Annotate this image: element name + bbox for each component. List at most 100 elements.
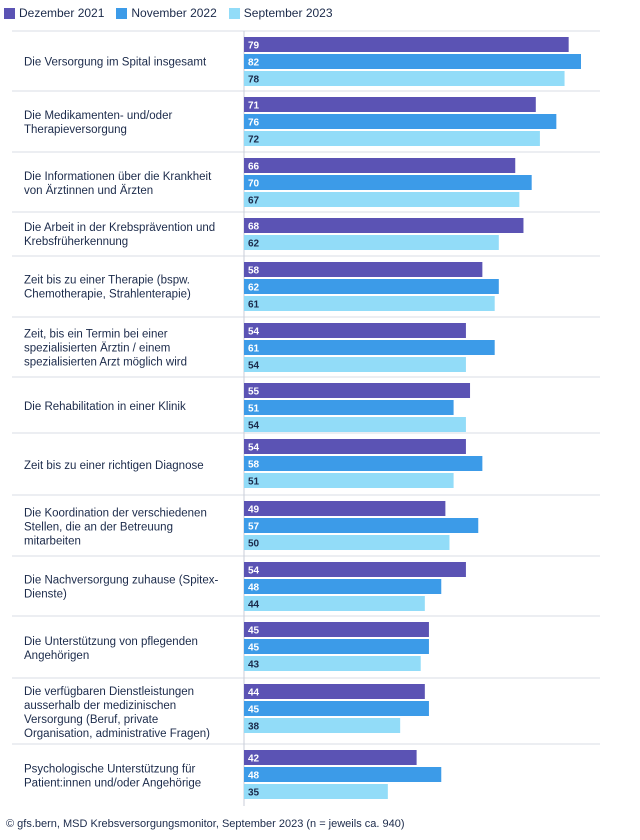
category-label-line: Therapieversorgung	[24, 124, 127, 136]
bar	[244, 357, 466, 372]
bar-value-label: 67	[248, 196, 260, 207]
bar-value-label: 35	[248, 788, 260, 799]
bar-value-label: 62	[248, 283, 260, 294]
category-label: Die Medikamenten- und/oder Therapieversor…	[24, 110, 172, 136]
category-label-line: Die Koordination der verschiedenen	[24, 508, 207, 520]
legend: Dezember 2021 November 2022 September 20…	[4, 6, 333, 20]
bar	[244, 535, 450, 550]
bar	[244, 262, 483, 277]
bar	[244, 518, 479, 533]
bar	[244, 37, 569, 52]
bar	[244, 131, 540, 146]
bar	[244, 784, 388, 799]
category-label: Zeit bis zu einer Therapie (bspw. Chemoth…	[24, 275, 191, 301]
category-label-line: Dienste)	[24, 589, 67, 601]
category-label-line: Die Versorgung im Spital insgesamt	[24, 57, 207, 69]
bar	[244, 639, 429, 654]
category-label-line: Patient:innen und/oder Angehörige	[24, 778, 201, 790]
bar-value-label: 58	[248, 460, 260, 471]
bar-value-label: 54	[248, 566, 260, 577]
bar	[244, 473, 454, 488]
category-label-line: Die Unterstützung von pflegenden	[24, 636, 198, 648]
legend-label: September 2023	[243, 6, 333, 20]
bar-value-label: 38	[248, 722, 260, 733]
category-label-line: Zeit bis zu einer Therapie (bspw.	[24, 275, 190, 287]
category-label-line: spezialisierten Ärztin / einem	[24, 343, 170, 355]
bar-value-label: 44	[248, 600, 260, 611]
bar-value-label: 54	[248, 421, 260, 432]
category-label-line: spezialisierten Arzt möglich wird	[24, 357, 187, 369]
bar	[244, 279, 499, 294]
legend-item-september-2023: September 2023	[228, 6, 333, 20]
bar-value-label: 79	[248, 41, 260, 52]
bar	[244, 323, 466, 338]
category-label-line: Die Rehabilitation in einer Klinik	[24, 401, 186, 413]
category-label-line: Krebsfrüherkennung	[24, 236, 128, 248]
category-label-line: Psychologische Unterstützung für	[24, 764, 195, 776]
bar	[244, 54, 581, 69]
category-label-line: Organisation, administrative Fragen)	[24, 728, 210, 740]
bar-value-label: 55	[248, 387, 260, 398]
category-label: Die Informationen über die Krankheit von …	[24, 171, 212, 197]
category-label: Die Koordination der verschiedenen Stelle…	[24, 508, 207, 548]
bar-value-label: 43	[248, 660, 260, 671]
legend-swatch	[116, 7, 128, 19]
category-label-line: Angehörigen	[24, 650, 89, 662]
bar	[244, 383, 471, 398]
category-label-line: Zeit bis zu einer richtigen Diagnose	[24, 460, 204, 472]
bar	[244, 192, 520, 207]
bar	[244, 175, 532, 190]
category-label: Psychologische Unterstützung für Patient:…	[24, 764, 201, 790]
bar-value-label: 72	[248, 135, 260, 146]
legend-label: Dezember 2021	[19, 6, 105, 20]
bar	[244, 622, 429, 637]
bar-value-label: 45	[248, 705, 260, 716]
bar	[244, 296, 495, 311]
legend-swatch	[228, 7, 240, 19]
category-label: Die Arbeit in der Krebsprävention und Kre…	[24, 222, 215, 248]
bar-value-label: 48	[248, 583, 260, 594]
bar	[244, 456, 483, 471]
category-label: Zeit, bis ein Termin bei einer spezialisi…	[24, 329, 187, 369]
category-label: Die Versorgung im Spital insgesamt	[24, 57, 207, 69]
bar	[244, 750, 417, 765]
bar-value-label: 66	[248, 162, 260, 173]
category-label-line: Die Arbeit in der Krebsprävention und	[24, 222, 215, 234]
bar	[244, 767, 442, 782]
bar	[244, 340, 495, 355]
bar-value-label: 54	[248, 361, 260, 372]
bar	[244, 596, 425, 611]
category-label: Die Rehabilitation in einer Klinik	[24, 401, 186, 413]
category-label-line: Die Informationen über die Krankheit	[24, 171, 212, 183]
bar	[244, 114, 557, 129]
bar-value-label: 51	[248, 404, 260, 415]
bar-value-label: 62	[248, 239, 260, 250]
bar-value-label: 57	[248, 522, 260, 533]
bar-value-label: 51	[248, 477, 260, 488]
category-label-line: Die Nachversorgung zuhause (Spitex-	[24, 575, 218, 587]
bar	[244, 400, 454, 415]
bar-value-label: 71	[248, 101, 260, 112]
bar-value-label: 82	[248, 58, 260, 69]
bar-value-label: 44	[248, 688, 260, 699]
bar-value-label: 54	[248, 327, 260, 338]
legend-swatch	[4, 7, 15, 19]
bar-value-label: 45	[248, 643, 260, 654]
category-label-line: Zeit, bis ein Termin bei einer	[24, 329, 168, 341]
bar	[244, 439, 466, 454]
bar-value-label: 68	[248, 222, 260, 233]
bar	[244, 235, 499, 250]
category-label-line: Die verfügbaren Dienstleistungen	[24, 686, 194, 698]
bar-value-label: 76	[248, 118, 260, 129]
category-label-line: von Ärztinnen und Ärzten	[24, 185, 153, 197]
bar-value-label: 48	[248, 771, 260, 782]
bar-value-label: 50	[248, 539, 260, 550]
bar	[244, 701, 429, 716]
bar	[244, 562, 466, 577]
legend-label: November 2022	[131, 6, 217, 20]
bar-value-label: 61	[248, 300, 260, 311]
category-label-line: Stellen, die an der Betreuung	[24, 522, 173, 534]
category-label: Die Nachversorgung zuhause (Spitex- Diens…	[24, 575, 218, 601]
bar-value-label: 49	[248, 505, 260, 516]
